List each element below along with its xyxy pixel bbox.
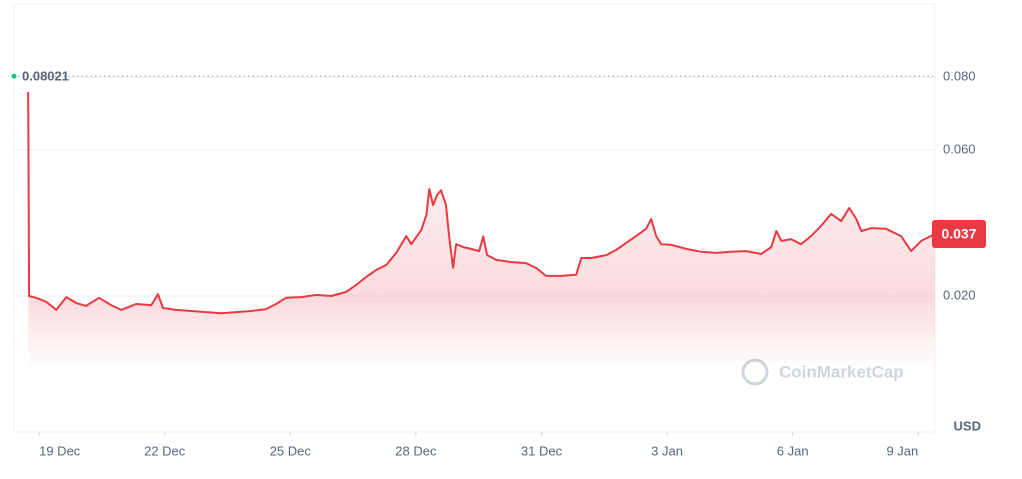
y-tick-label: 0.020 (943, 287, 976, 302)
y-tick-label: 0.060 (943, 141, 976, 156)
current-price-label: 0.037 (941, 226, 976, 242)
x-tick-label: 22 Dec (144, 443, 186, 458)
reference-dot (11, 73, 17, 79)
x-tick-label: 28 Dec (395, 443, 437, 458)
x-tick-label: 6 Jan (777, 443, 809, 458)
price-line (27, 91, 936, 315)
reference-label: 0.08021 (22, 69, 69, 84)
x-tick-label: 25 Dec (270, 443, 312, 458)
x-tick-label: 19 Dec (39, 443, 81, 458)
current-price-badge (932, 219, 986, 248)
y-unit: USD (954, 418, 981, 433)
x-tick-label: 3 Jan (651, 443, 683, 458)
x-tick-label: 9 Jan (886, 443, 918, 458)
x-tick-label: 31 Dec (521, 443, 563, 458)
price-area (28, 92, 935, 369)
y-tick-label: 0.080 (943, 68, 976, 83)
